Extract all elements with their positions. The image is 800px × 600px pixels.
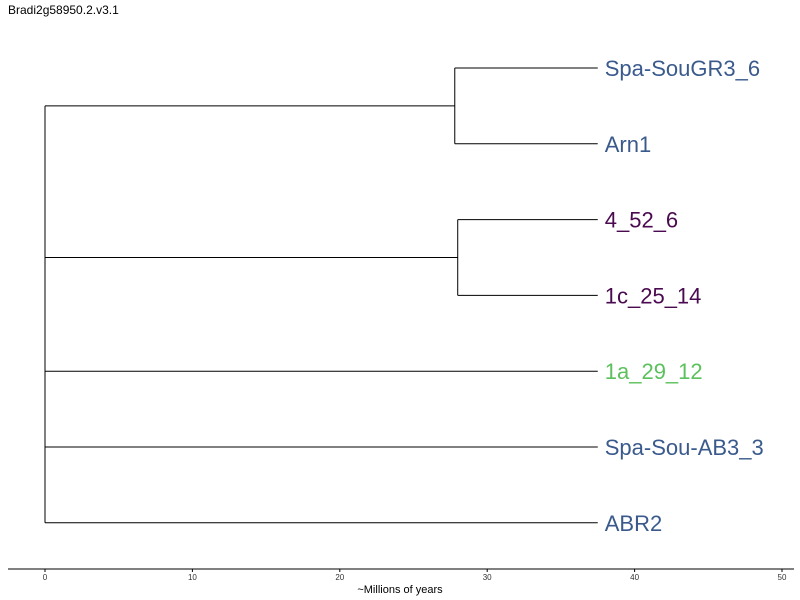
tip-label: 4_52_6 xyxy=(605,208,678,233)
axis-tick-label: 0 xyxy=(43,573,48,582)
tip-label: ABR2 xyxy=(605,511,662,536)
axis-tick-label: 50 xyxy=(778,573,787,582)
tree-branches xyxy=(44,67,598,524)
axis-tick-label: 30 xyxy=(483,573,492,582)
tip-label: 1a_29_12 xyxy=(605,359,703,384)
tip-label: Spa-Sou-AB3_3 xyxy=(605,435,764,460)
axis-title: ~Millions of years xyxy=(357,584,443,596)
time-axis: 0 10 20 30 40 50 ~Millions of years xyxy=(8,568,794,596)
tip-label: 1c_25_14 xyxy=(605,283,702,308)
axis-tick-label: 40 xyxy=(630,573,639,582)
tree-title: Bradi2g58950.2.v3.1 xyxy=(8,3,119,17)
axis-tick-label: 20 xyxy=(335,573,344,582)
tip-label: Spa-SouGR3_6 xyxy=(605,56,760,81)
tip-labels: Spa-SouGR3_6 Arn1 4_52_6 1c_25_14 1a_29_12 Sp… xyxy=(605,56,764,536)
axis-tick-label: 10 xyxy=(188,573,197,582)
tip-label: Arn1 xyxy=(605,132,651,157)
axis-ticks: 0 10 20 30 40 50 xyxy=(43,569,787,582)
